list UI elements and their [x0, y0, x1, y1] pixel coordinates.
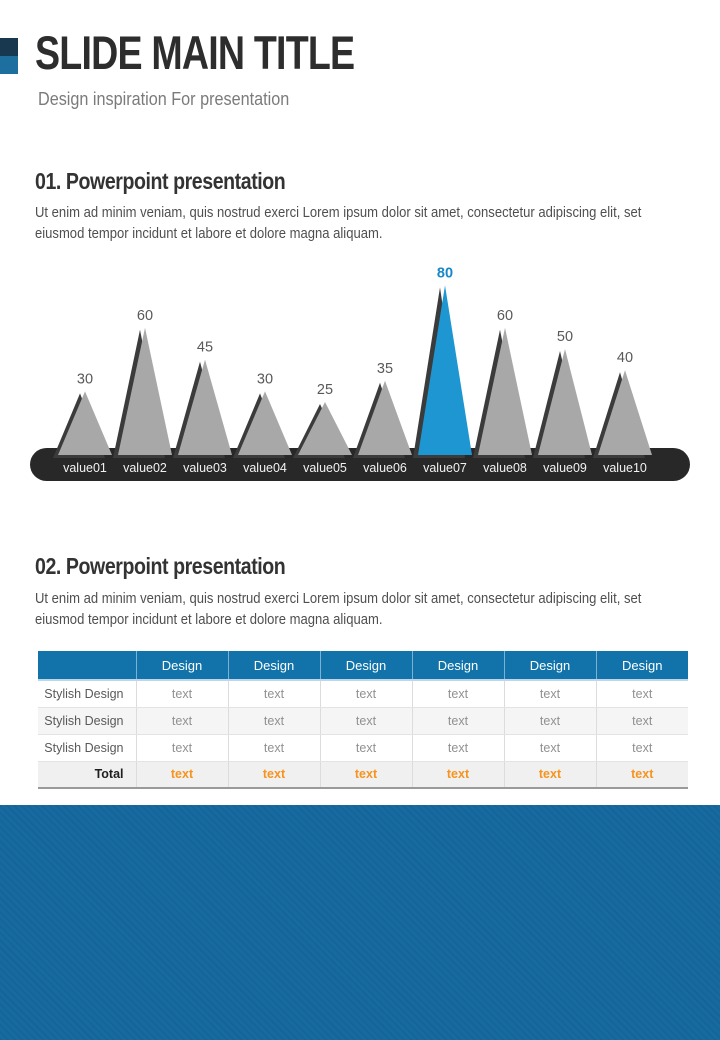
table-cell: text [135, 707, 228, 735]
total-cell: text [319, 760, 412, 789]
page-subtitle: Design inspiration For presentation [38, 89, 290, 109]
value-label: 60 [497, 308, 513, 324]
value-label: 60 [137, 308, 153, 324]
table-header-cell [38, 651, 136, 681]
table-cell: text [503, 680, 596, 708]
total-cell: text [227, 760, 320, 789]
total-cell: text [595, 760, 688, 789]
table-cell: text [503, 734, 596, 762]
category-label: value01 [63, 461, 107, 475]
category-label: value02 [123, 461, 167, 475]
table-cell: text [595, 680, 688, 708]
peaks-chart-svg: 30 value01 60 value02 45 value03 30 value04 25 va… [30, 265, 690, 481]
table-header-cell: Design [503, 651, 596, 681]
category-label: value08 [483, 461, 527, 475]
table-cell: text [319, 734, 412, 762]
peak-value07 [418, 285, 472, 455]
table-cell: text [503, 707, 596, 735]
table-cell: text [411, 707, 504, 735]
value-label: 30 [257, 371, 273, 387]
page-title: SLIDE MAIN TITLE [35, 26, 355, 79]
value-label: 35 [377, 361, 393, 377]
table-row: Stylish Design text text text text text text [38, 707, 688, 735]
total-cell: text [411, 760, 504, 789]
table-header-cell: Design [135, 651, 228, 681]
category-label: value05 [303, 461, 347, 475]
table-header-cell: Design [227, 651, 320, 681]
table-cell: text [411, 734, 504, 762]
title-accent-marker [0, 38, 18, 74]
section1-heading: 01. Powerpoint presentation [35, 168, 286, 194]
category-label: value06 [363, 461, 407, 475]
value-label: 50 [557, 329, 573, 345]
table-header-cell: Design [319, 651, 412, 681]
value-label: 45 [197, 340, 213, 356]
marker-blue-square [0, 56, 18, 74]
category-label: value03 [183, 461, 227, 475]
design-table: Design Design Design Design Design Design Styl… [38, 651, 688, 789]
table-cell: text [595, 734, 688, 762]
peak-value08 [478, 327, 532, 455]
value-label: 30 [77, 371, 93, 387]
category-label: value04 [243, 461, 287, 475]
row-label: Stylish Design [38, 734, 136, 762]
total-cell: text [135, 760, 228, 789]
value-label: 25 [317, 382, 333, 398]
peak-value05 [298, 402, 352, 455]
peaks-chart: 30 value01 60 value02 45 value03 30 value04 25 va… [30, 253, 690, 485]
peak-value03 [178, 359, 232, 455]
category-label: value09 [543, 461, 587, 475]
table-header-cell: Design [411, 651, 504, 681]
section1-body: Ut enim ad minim veniam, quis nostrud ex… [35, 205, 642, 243]
peak-value01 [58, 391, 112, 455]
category-label: value10 [603, 461, 647, 475]
row-label: Stylish Design [38, 680, 136, 708]
table-cell: text [595, 707, 688, 735]
value-label: 80 [437, 265, 453, 281]
peak-value10 [598, 370, 652, 455]
table-cell: text [319, 707, 412, 735]
table-total-row: Total text text text text text text [38, 760, 688, 789]
table-cell: text [319, 680, 412, 708]
total-cell: text [503, 760, 596, 789]
value-label: 40 [617, 350, 633, 366]
section2-heading: 02. Powerpoint presentation [35, 553, 286, 579]
table-cell: text [135, 734, 228, 762]
table-cell: text [411, 680, 504, 708]
peak-value06 [358, 380, 412, 455]
table-row: Stylish Design text text text text text text [38, 734, 688, 762]
marker-dark-square [0, 38, 18, 56]
design-table-wrap: Design Design Design Design Design Design Styl… [38, 651, 688, 789]
peak-value09 [538, 349, 592, 455]
bottom-band: Contemporary Colors S [0, 805, 720, 1040]
table-cell: text [227, 707, 320, 735]
total-label: Total [38, 760, 136, 789]
category-label: value07 [423, 461, 467, 475]
table-cell: text [227, 680, 320, 708]
table-cell: text [135, 680, 228, 708]
peak-value04 [238, 391, 292, 455]
table-row: Stylish Design text text text text text text [38, 680, 688, 708]
table-header-row: Design Design Design Design Design Design [38, 651, 688, 681]
table-cell: text [227, 734, 320, 762]
section2-body: Ut enim ad minim veniam, quis nostrud ex… [35, 591, 642, 629]
row-label: Stylish Design [38, 707, 136, 735]
table-header-cell: Design [595, 651, 688, 681]
peak-value02 [118, 327, 172, 455]
